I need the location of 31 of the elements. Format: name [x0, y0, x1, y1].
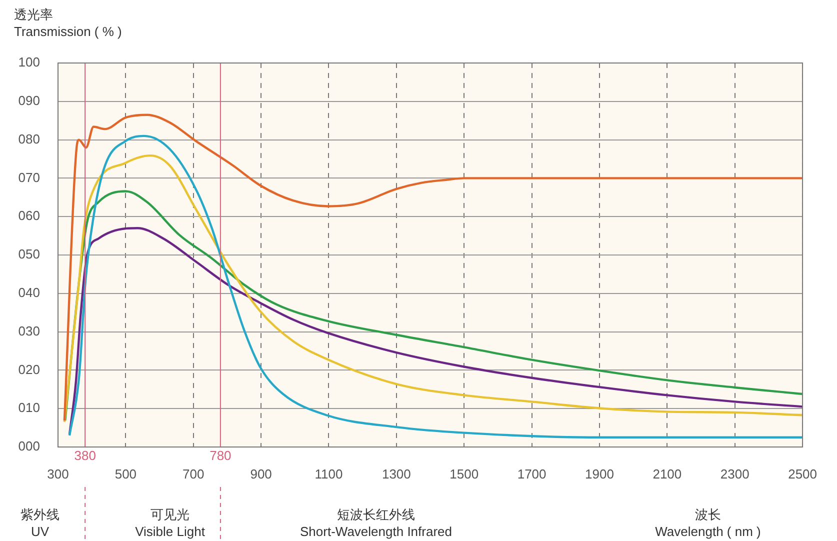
x-tick-label: 1300 [382, 466, 411, 482]
x-tick-label: 1500 [450, 466, 479, 482]
text: 紫外线 UV [20, 506, 60, 540]
y-tick-label: 030 [18, 323, 40, 338]
x-tick-label: 300 [47, 466, 69, 482]
y-tick-label: 080 [18, 131, 40, 146]
x-tick-label: 1700 [517, 466, 546, 482]
ref-line-label: 780 [210, 448, 232, 464]
x-tick-label: 2300 [720, 466, 750, 482]
y-tick-label: 090 [18, 92, 40, 108]
y-tick-label: 040 [18, 284, 40, 300]
y-axis-title: 透光率 Transmission ( % ) [14, 6, 122, 40]
y-tick-label: 000 [18, 438, 40, 454]
text: 可见光 Visible Light [135, 506, 205, 540]
x-tick-label: 1100 [314, 466, 343, 482]
x-tick-label: 2500 [788, 466, 817, 482]
x-tick-label: 500 [114, 466, 137, 482]
text: 短波长红外线 Short-Wavelength Infrared [300, 506, 452, 540]
line-series [68, 227, 803, 436]
y-tick-label: 060 [18, 208, 40, 224]
y-tick-label: 070 [18, 170, 40, 185]
x-tick-label: 700 [182, 466, 204, 482]
y-tick-label: 050 [18, 246, 40, 262]
x-axis-title: 波长 Wavelength ( nm ) [655, 506, 761, 540]
x-tick-label: 2100 [652, 466, 682, 482]
y-tick-label: 020 [18, 362, 40, 377]
x-tick-label: 900 [250, 466, 272, 482]
x-tick-label: 1900 [585, 466, 614, 482]
y-tick-label: 100 [18, 54, 40, 70]
y-tick-label: 010 [18, 400, 40, 416]
ref-line-label: 380 [74, 448, 96, 464]
